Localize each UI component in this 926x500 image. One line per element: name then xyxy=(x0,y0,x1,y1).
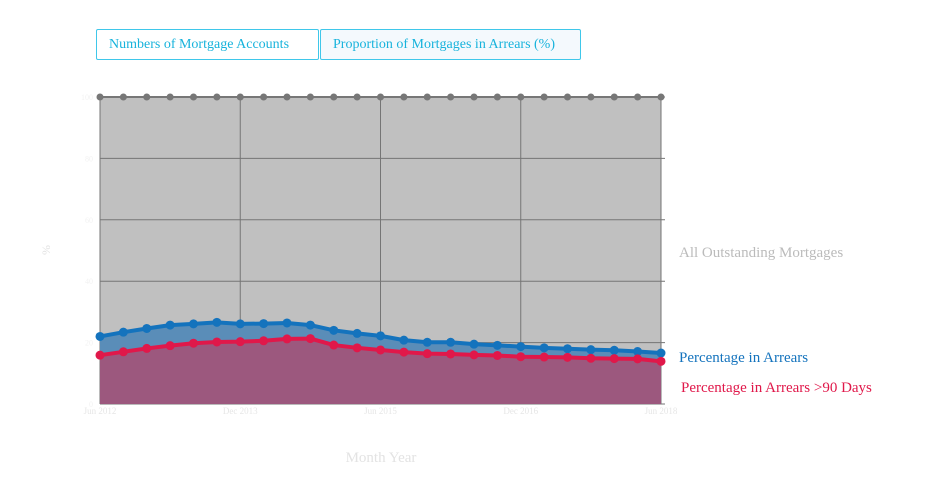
x-tick-label: Dec 2016 xyxy=(503,406,538,416)
arrears-point xyxy=(539,343,549,353)
arrears-90-point xyxy=(399,347,409,357)
arrears-point xyxy=(399,335,409,345)
tab-mortgage-accounts[interactable]: Numbers of Mortgage Accounts xyxy=(96,29,319,60)
all-mortgages-point xyxy=(190,93,197,101)
all-mortgages-point xyxy=(143,93,151,101)
series-label-all-mortgages: All Outstanding Mortgages xyxy=(679,245,843,261)
y-tick-label: 100 xyxy=(81,93,93,102)
arrears-point xyxy=(305,320,315,330)
arrears-point xyxy=(352,328,362,338)
arrears-90-point xyxy=(352,343,362,353)
all-mortgages-point xyxy=(119,93,127,101)
arrears-point xyxy=(492,340,502,350)
arrears-point xyxy=(516,342,526,352)
x-tick-label: Jun 2015 xyxy=(364,406,397,416)
all-mortgages-point xyxy=(330,93,338,101)
arrears-point xyxy=(469,339,479,349)
all-mortgages-point xyxy=(447,93,455,101)
x-tick-label: Jun 2012 xyxy=(84,406,117,416)
arrears-90-point xyxy=(189,338,198,348)
all-mortgages-point xyxy=(564,93,571,101)
arrears-90-point xyxy=(95,350,105,360)
arrears-90-point xyxy=(282,334,292,344)
y-tick-label: 60 xyxy=(85,216,93,225)
arrears-90-point xyxy=(376,345,385,355)
arrears-90-point xyxy=(656,356,666,366)
arrears-90-point xyxy=(329,340,339,350)
arrears-point xyxy=(282,318,292,328)
arrears-point xyxy=(235,319,245,329)
y-tick-label: 40 xyxy=(85,277,93,286)
series-label-arrears-90: Percentage in Arrears >90 Days xyxy=(681,380,872,396)
arrears-90-point xyxy=(212,337,222,347)
arrears-90-point xyxy=(492,350,502,360)
arrears-point xyxy=(118,327,128,337)
arrears-90-point xyxy=(633,354,643,364)
arrears-90-point xyxy=(469,350,479,360)
x-tick-label: Dec 2013 xyxy=(223,406,258,416)
x-axis-title: Month Year xyxy=(346,450,417,466)
arrears-point xyxy=(446,337,456,347)
arrears-90-point xyxy=(539,352,549,362)
arrears-point xyxy=(165,320,175,330)
y-tick-label: 20 xyxy=(85,339,93,348)
arrears-90-point xyxy=(165,341,175,351)
arrears-90-point xyxy=(305,334,315,344)
arrears-point xyxy=(609,345,619,355)
y-tick-label: 0 xyxy=(89,400,93,409)
arrears-90-point xyxy=(259,336,269,346)
arrears-point xyxy=(422,337,432,347)
all-mortgages-point xyxy=(610,93,618,101)
all-mortgages-point xyxy=(517,93,525,101)
arrears-90-point xyxy=(235,337,245,347)
series-label-arrears: Percentage in Arrears xyxy=(679,350,808,366)
all-mortgages-point xyxy=(166,93,174,101)
arrears-90-area xyxy=(100,338,661,404)
all-mortgages-point xyxy=(96,93,104,101)
all-mortgages-point xyxy=(213,93,221,101)
all-mortgages-point xyxy=(260,93,268,101)
y-axis-title: % xyxy=(39,245,53,255)
arrears-point xyxy=(189,319,198,329)
arrears-point xyxy=(656,348,666,358)
all-mortgages-point xyxy=(377,93,384,101)
all-mortgages-point xyxy=(634,93,642,101)
all-mortgages-point xyxy=(400,93,408,101)
arrears-90-point xyxy=(586,353,596,363)
arrears-90-point xyxy=(142,343,152,353)
arrears-point xyxy=(212,317,222,327)
all-mortgages-point xyxy=(657,93,665,101)
arrears-90-point xyxy=(563,352,572,362)
arrears-point xyxy=(259,319,269,329)
arrears-90-point xyxy=(609,354,619,364)
x-tick-label: Jun 2018 xyxy=(645,406,678,416)
arrears-point xyxy=(563,344,572,354)
all-mortgages-point xyxy=(470,93,478,101)
arrears-point xyxy=(95,331,105,341)
all-mortgages-point xyxy=(306,93,314,101)
tab-arrears-proportion[interactable]: Proportion of Mortgages in Arrears (%) xyxy=(320,29,581,60)
y-tick-label: 80 xyxy=(85,154,93,163)
arrears-90-point xyxy=(516,352,526,362)
arrears-90-point xyxy=(422,349,432,359)
all-mortgages-point xyxy=(423,93,431,101)
arrears-point xyxy=(329,325,339,335)
all-mortgages-point xyxy=(540,93,548,101)
arrears-point xyxy=(376,331,385,341)
arrears-point xyxy=(633,347,643,357)
all-mortgages-point xyxy=(587,93,595,101)
arrears-90-point xyxy=(118,347,128,357)
arrears-point xyxy=(586,345,596,355)
all-mortgages-point xyxy=(283,93,291,101)
arrears-90-point xyxy=(446,349,456,359)
arrears-point xyxy=(142,323,152,333)
all-mortgages-point xyxy=(353,93,361,101)
all-mortgages-point xyxy=(493,93,501,101)
all-mortgages-point xyxy=(236,93,244,101)
